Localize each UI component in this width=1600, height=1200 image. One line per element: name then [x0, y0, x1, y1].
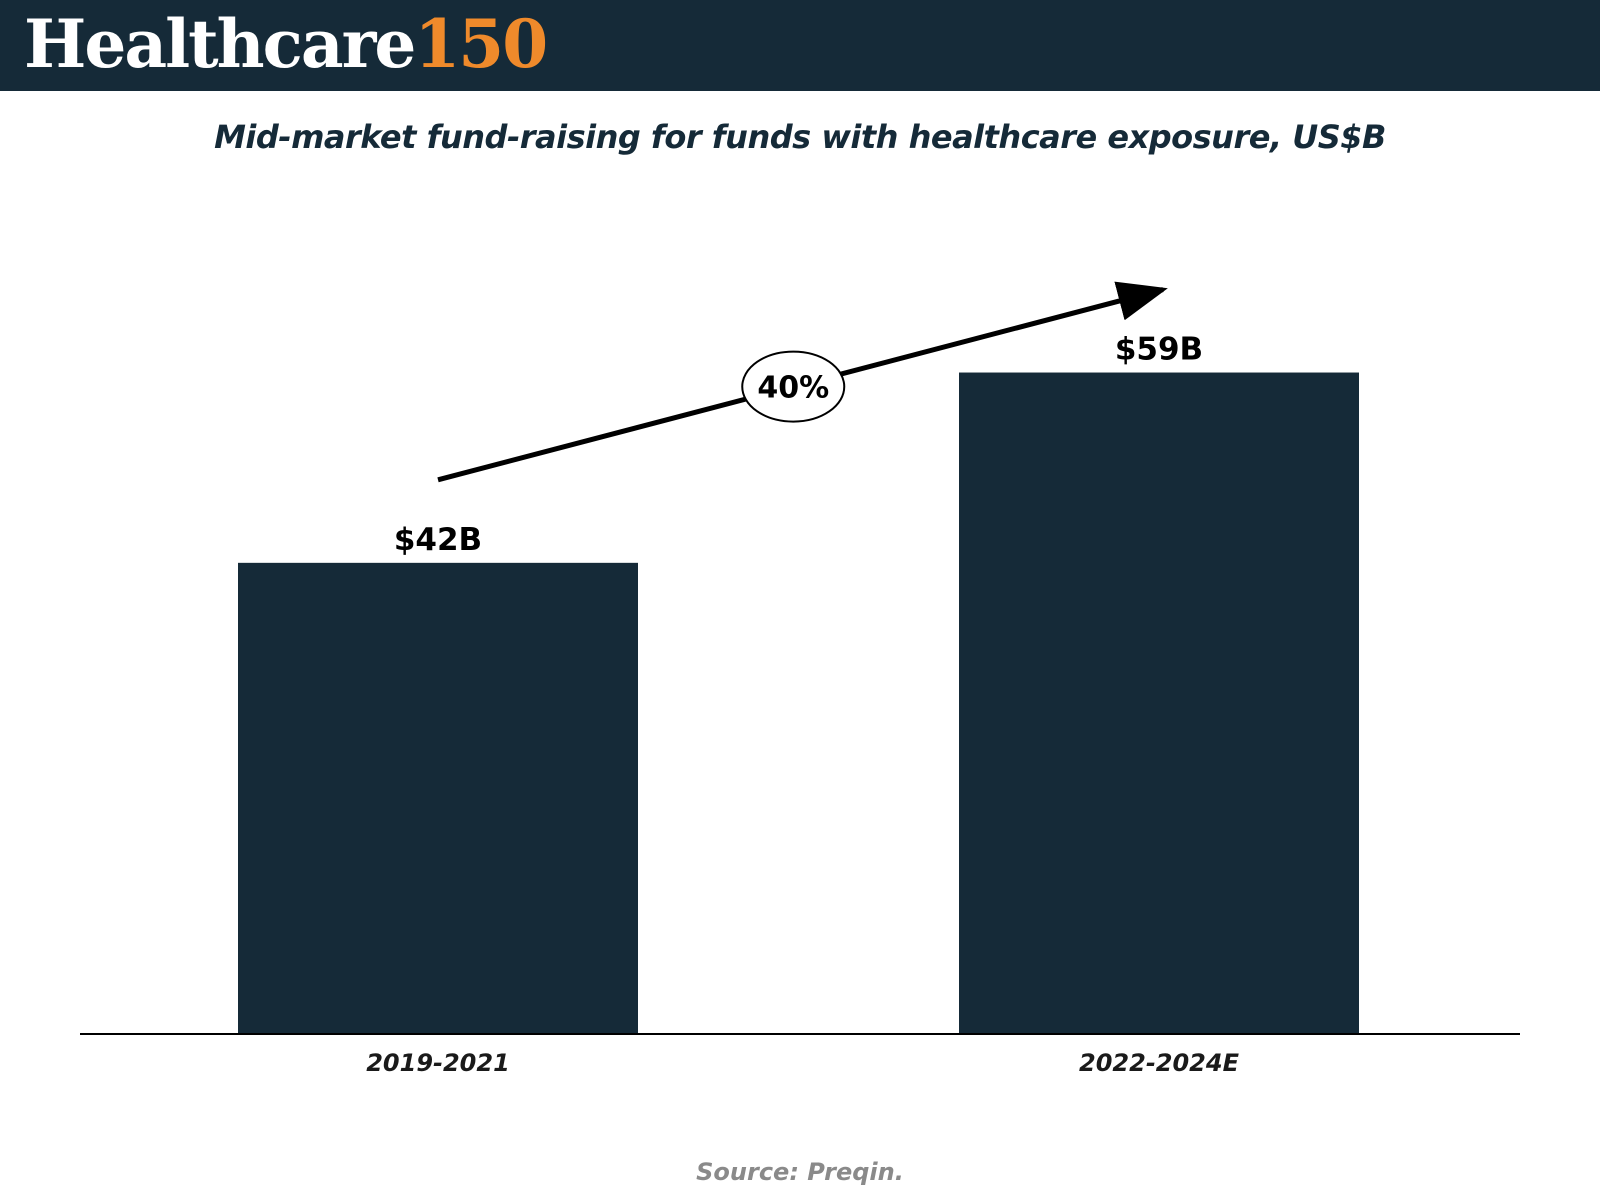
data-label-2022-2024E: $59B	[1115, 332, 1203, 368]
category-label-2019-2021: 2019-2021	[366, 1049, 510, 1077]
growth-percentage: 40%	[757, 371, 829, 406]
brand-logo: Healthcare150	[24, 2, 548, 86]
bar-2022-2024E	[959, 372, 1359, 1033]
growth-annotation: 40%	[437, 281, 1168, 483]
logo-word: Healthcare	[24, 5, 416, 83]
data-label-2019-2021: $42B	[394, 522, 482, 558]
chart-title: Mid-market fund-raising for funds with h…	[214, 118, 1386, 156]
header-banner: Healthcare150	[0, 0, 1600, 91]
category-label-2022-2024E: 2022-2024E	[1079, 1049, 1240, 1077]
logo-number: 150	[414, 5, 548, 83]
source-note: Source: Preqin.	[696, 1158, 904, 1186]
growth-badge	[741, 350, 846, 423]
bar-2019-2021	[238, 562, 638, 1033]
